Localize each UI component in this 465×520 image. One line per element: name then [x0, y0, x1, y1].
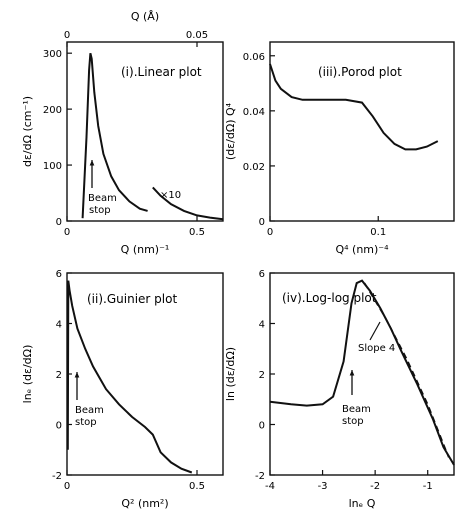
plot-frame [269, 41, 455, 222]
annotation-label: stop [89, 205, 111, 216]
annotation-label: Beam [75, 405, 104, 416]
y-tick-label: 0.04 [243, 107, 265, 118]
y-axis-label: (dε/dΩ) Q⁴ [224, 102, 237, 160]
panel-title: (ii).Guinier plot [87, 292, 177, 306]
x-tick-label: 0 [64, 227, 70, 238]
y-tick-label: 0 [56, 421, 62, 432]
y-tick-label: 200 [43, 105, 62, 116]
x-axis-label: Q² (nm²) [121, 497, 168, 510]
x-tick-label: -4 [265, 481, 275, 492]
x-axis-label: Q (nm)⁻¹ [121, 243, 170, 256]
panel-title: (iii).Porod plot [318, 65, 402, 79]
y-axis-label: lnₑ (dε/dΩ) [21, 345, 34, 404]
data-series-line [152, 186, 224, 221]
y-tick-label: -2 [255, 471, 265, 482]
annotation-label: stop [342, 416, 364, 427]
annotation-label: Beam [88, 193, 117, 204]
data-series-line [269, 63, 439, 151]
x-tick-label: 0 [267, 227, 273, 238]
arrow-head [74, 372, 80, 378]
arrow-head [89, 160, 95, 166]
annotation-label: stop [75, 417, 97, 428]
plot-frame [66, 41, 224, 222]
y-tick-label: 300 [43, 49, 62, 60]
x-tick-label: -2 [370, 481, 380, 492]
x-tick-label: 0 [64, 481, 70, 492]
y-tick-label: 0 [259, 217, 265, 228]
y-tick-label: 6 [56, 269, 62, 280]
data-series-line [66, 280, 193, 474]
y-tick-label: 0.02 [243, 162, 265, 173]
x-tick-label: -1 [423, 481, 433, 492]
data-series-line [269, 279, 455, 466]
annotation-label: ×10 [160, 190, 181, 201]
x-axis-label: Q⁴ (nm)⁻⁴ [335, 243, 389, 256]
slope-pointer [369, 321, 381, 341]
y-axis-label: ln (dε/dΩ) [224, 347, 237, 401]
y-tick-label: 0.06 [243, 52, 265, 63]
slope-4-reference-line [363, 282, 450, 458]
x-tick-label: -3 [318, 481, 328, 492]
x-tick-label: 0.5 [189, 481, 205, 492]
x-axis-label: lnₑ Q [349, 497, 376, 510]
top-tick-label: 0 [64, 30, 70, 41]
top-axis-label: Q (Å) [131, 10, 159, 23]
data-series-line [81, 52, 148, 219]
top-tick-label: 0.05 [186, 30, 208, 41]
y-tick-label: 2 [56, 370, 62, 381]
annotation-label: Slope 4 [358, 343, 395, 354]
y-tick-label: 0 [259, 421, 265, 432]
y-tick-label: 6 [259, 269, 265, 280]
y-tick-label: -2 [52, 471, 62, 482]
y-tick-label: 0 [56, 217, 62, 228]
annotation-label: Beam [342, 404, 371, 415]
y-axis-label: dε/dΩ (cm⁻¹) [21, 96, 34, 167]
y-tick-label: 100 [43, 161, 62, 172]
y-tick-label: 4 [259, 320, 265, 331]
panel-title: (i).Linear plot [121, 65, 202, 79]
panel-title: (iv).Log-log plot [282, 291, 377, 305]
arrow-head [349, 370, 355, 376]
x-tick-label: 0.5 [189, 227, 205, 238]
y-tick-label: 2 [259, 370, 265, 381]
x-tick-label: 0.1 [370, 227, 386, 238]
y-tick-label: 4 [56, 320, 62, 331]
